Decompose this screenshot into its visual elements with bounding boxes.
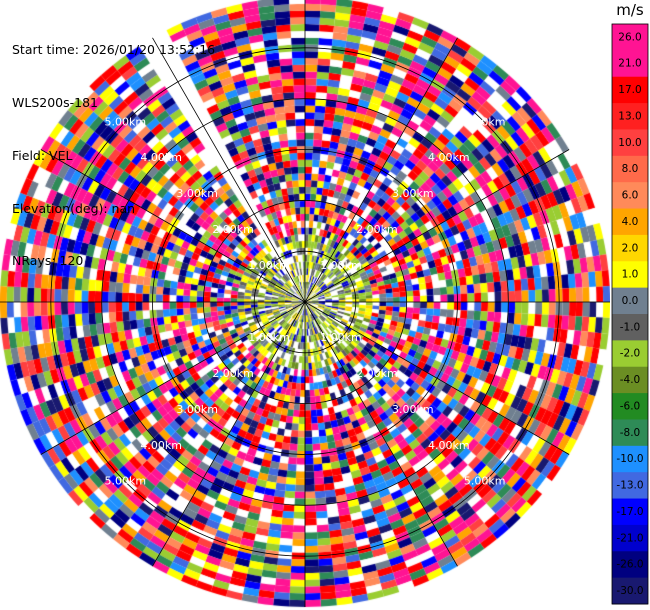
colorbar-swatch: [612, 524, 648, 552]
colorbar-tick-label: -17.0: [616, 506, 643, 518]
colorbar-tick-label: 8.0: [622, 163, 639, 175]
colorbar-tick-label: 2.0: [622, 242, 639, 254]
colorbar-swatch: [612, 208, 648, 236]
colorbar-swatch: [612, 393, 648, 420]
colorbar-swatch: [612, 340, 648, 368]
colorbar-tick-label: -30.0: [616, 585, 643, 597]
range-ring: [50, 47, 560, 557]
colorbar-tick-label: -6.0: [620, 400, 641, 412]
range-ring-label: 3.00km: [176, 187, 218, 200]
range-ring-label: 5.00km: [104, 475, 146, 488]
range-ring: [202, 199, 408, 405]
colorbar-swatch: [612, 103, 648, 130]
range-ring-label: 4.00km: [428, 151, 470, 164]
range-ring-overlay: 1.00km 1.00km 1.00km 1.00km 2.00km 2.00km 2.00…: [0, 0, 610, 607]
metadata-panel: Start time: 2026/01/20 13:52:16 WLS200s-…: [12, 6, 215, 288]
colorbar-swatch: [612, 366, 648, 394]
colorbar-tick-label: 0.0: [622, 295, 639, 307]
range-ring-label: 2.00km: [356, 223, 398, 236]
colorbar-unit-label: m/s: [616, 1, 644, 19]
start-time-label: Start time: 2026/01/20 13:52:16: [12, 42, 216, 58]
range-ring-label: 1.00km: [248, 259, 290, 272]
field-label: Field: VEL: [12, 147, 73, 163]
colorbar-swatch: [612, 419, 648, 447]
nrays-label: NRays: 120: [12, 253, 84, 269]
colorbar-tick-label: 1.0: [622, 269, 639, 281]
colorbar-swatch: [612, 287, 648, 315]
colorbar-tick-label: -2.0: [620, 348, 641, 360]
colorbar-swatch: [612, 76, 648, 104]
colorbar-tick-label: 4.0: [622, 216, 639, 228]
ppi-plot: 1.00km 1.00km 1.00km 1.00km 2.00km 2.00km 2.00…: [0, 0, 610, 610]
colorbar-swatch: [612, 472, 648, 500]
colorbar-swatch: [612, 24, 648, 51]
colorbar-tick-label: -10.0: [616, 453, 643, 465]
colorbar-tick-label: -21.0: [616, 532, 643, 544]
colorbar-swatch: [612, 445, 648, 473]
instrument-label: WLS200s-181: [12, 94, 98, 110]
range-ring-label: 4.00km: [140, 439, 182, 452]
range-ring-label: 1.00km: [320, 331, 362, 344]
colorbar-tick-label: -8.0: [620, 427, 641, 439]
colorbar-swatch: [612, 577, 648, 605]
range-ring-label: 4.00km: [140, 151, 182, 164]
range-ring-label: 3.00km: [176, 403, 218, 416]
range-ring: [152, 149, 458, 455]
colorbar-swatch: [612, 314, 648, 341]
colorbar-tick-label: -1.0: [620, 321, 641, 333]
colorbar-tick-label: -26.0: [616, 559, 643, 571]
range-ring-label: 2.00km: [212, 367, 254, 380]
range-ring: [253, 250, 357, 354]
range-ring-label: 5.00km: [104, 115, 146, 128]
colorbar-swatch: [612, 50, 648, 78]
range-ring-label: 4.00km: [428, 439, 470, 452]
velocity-colorbar: m/s 26.0 21.0 17.0 13.0 10.0 8.0 6.0 4.0 2.0 1.0 0.…: [611, 1, 649, 605]
range-ring: [101, 98, 509, 506]
elevation-label: Elevation(deg): nan: [12, 200, 136, 216]
colorbar-swatch: [612, 129, 648, 157]
range-ring-label: 3.00km: [392, 187, 434, 200]
range-ring-label: 5.00km: [464, 475, 506, 488]
colorbar-swatch: [612, 155, 648, 183]
colorbar-swatch: [612, 261, 648, 289]
colorbar-tick-label: 10.0: [618, 137, 641, 149]
range-ring-label: 3.00km: [392, 403, 434, 416]
colorbar-swatch: [612, 551, 648, 579]
colorbar-tick-label: -4.0: [620, 374, 641, 386]
colorbar-tick-label: 13.0: [618, 110, 641, 122]
colorbar-swatch: [612, 234, 648, 262]
colorbar-tick-label: 6.0: [622, 190, 639, 202]
range-ring-label: 2.00km: [212, 223, 254, 236]
colorbar-tick-label: -13.0: [616, 480, 643, 492]
colorbar-tick-label: 26.0: [618, 31, 641, 43]
range-ring-label: 1.00km: [320, 259, 362, 272]
colorbar-frame: [611, 23, 649, 605]
range-ring-label: 5.00km: [464, 115, 506, 128]
colorbar-swatch: [612, 182, 648, 210]
range-ring-label: 1.00km: [248, 331, 290, 344]
range-ring-label: 2.00km: [356, 367, 398, 380]
colorbar-swatch: [612, 498, 648, 526]
colorbar-tick-label: 17.0: [618, 84, 641, 96]
colorbar-tick-label: 21.0: [618, 58, 641, 70]
